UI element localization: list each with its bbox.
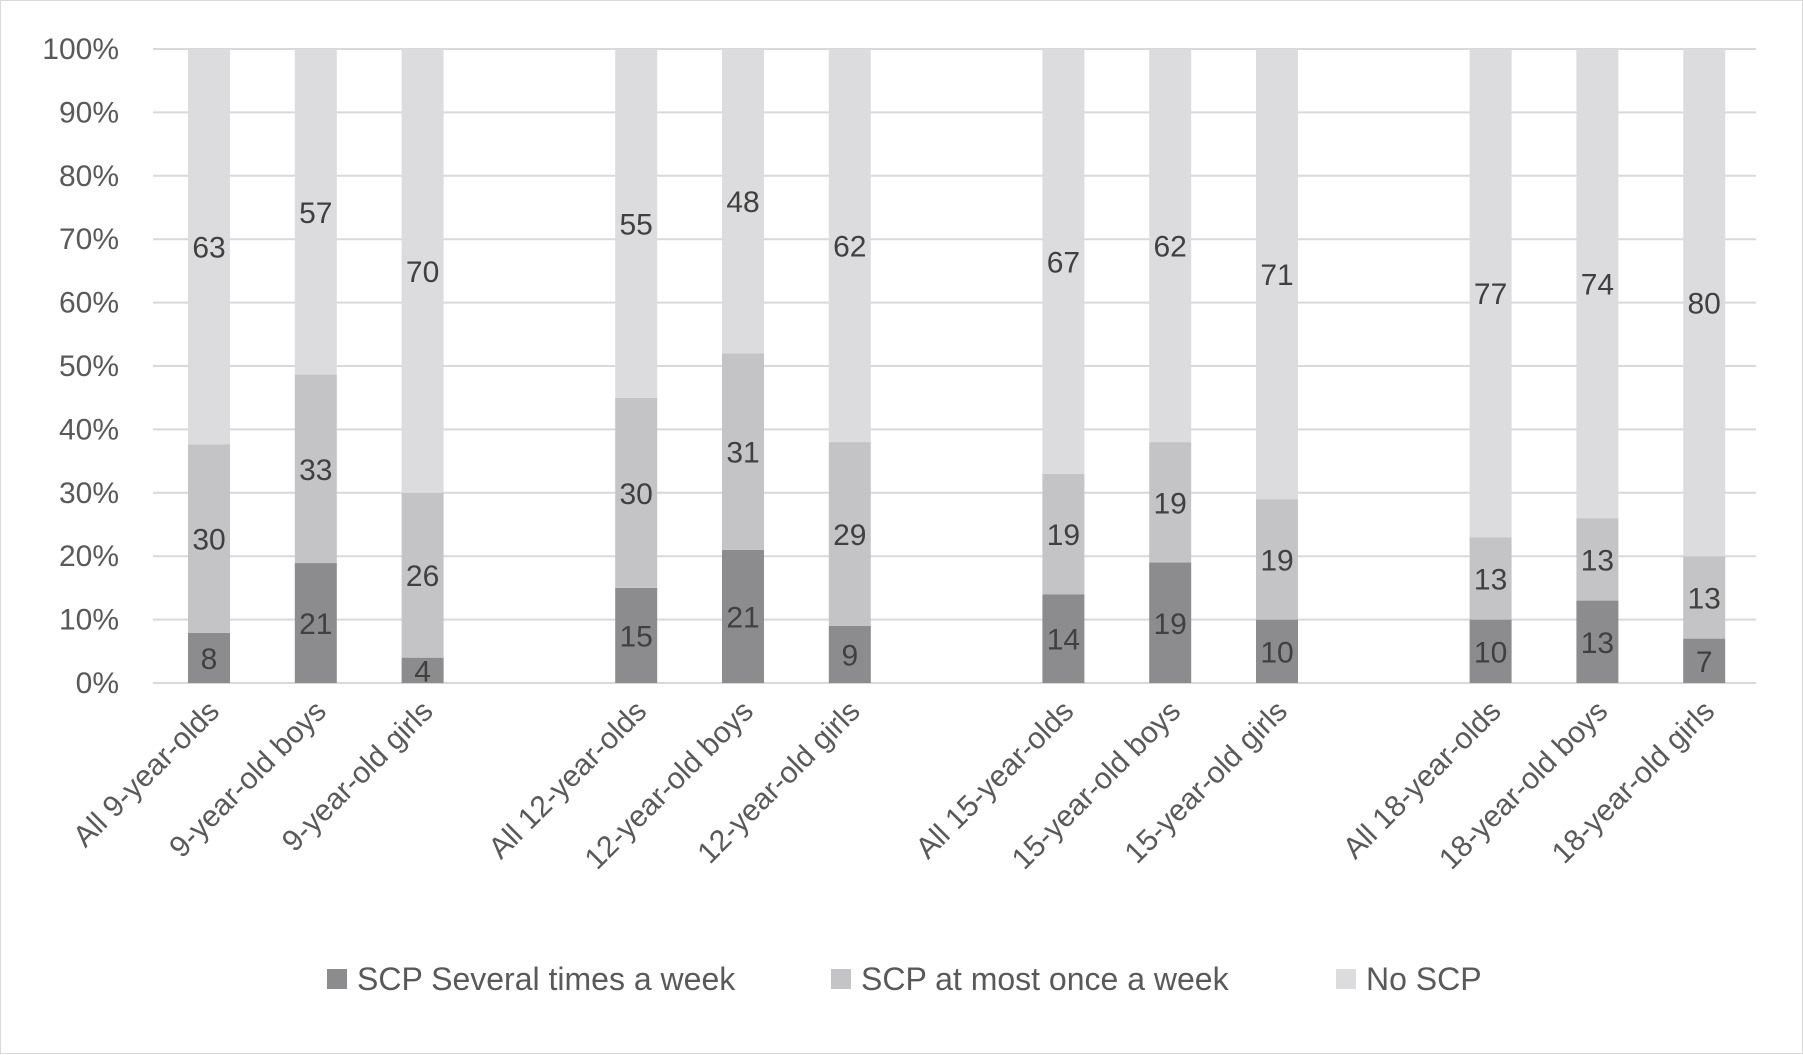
data-label: 13 <box>1581 544 1614 577</box>
bar-segment <box>615 397 658 588</box>
bar-segment <box>1256 49 1298 500</box>
bar-segment <box>188 49 230 445</box>
bar-segment <box>188 632 230 683</box>
legend-swatch <box>327 969 347 989</box>
bar-segment <box>722 49 764 354</box>
bar-segment <box>1256 499 1298 620</box>
bar-segment <box>401 492 444 658</box>
y-tick-label: 100% <box>42 33 119 66</box>
bar-segment <box>828 625 871 683</box>
data-label: 19 <box>1260 544 1293 577</box>
bar-segment <box>722 549 764 683</box>
data-label: 80 <box>1688 288 1721 321</box>
data-label: 19 <box>1154 608 1187 641</box>
data-label: 33 <box>299 454 332 487</box>
y-tick-label: 70% <box>59 223 119 256</box>
bar-segment <box>1683 638 1726 683</box>
y-tick-label: 60% <box>59 287 119 320</box>
bar-segment <box>1469 537 1512 620</box>
data-label: 77 <box>1474 278 1507 311</box>
data-label: 71 <box>1260 259 1293 292</box>
data-label: 9 <box>841 639 858 672</box>
y-tick-label: 30% <box>59 477 119 510</box>
bar-segment <box>1576 49 1619 519</box>
legend-label: SCP at most once a week <box>861 961 1230 997</box>
bar-segment <box>188 444 230 633</box>
bar-segment <box>828 49 871 443</box>
bar-segment <box>615 49 658 398</box>
bar-segment <box>1042 594 1085 683</box>
y-tick-label: 50% <box>59 350 119 383</box>
y-tick-label: 10% <box>59 604 119 637</box>
bar-segment <box>1149 49 1192 443</box>
data-label: 13 <box>1581 627 1614 660</box>
bar-segment <box>294 49 337 375</box>
data-label: 62 <box>1154 231 1187 264</box>
data-label: 30 <box>620 478 653 511</box>
data-label: 13 <box>1688 582 1721 615</box>
y-tick-label: 40% <box>59 413 119 446</box>
legend: SCP Several times a week SCP at most once… <box>327 961 1482 997</box>
data-label: 7 <box>1696 646 1713 679</box>
data-label: 19 <box>1047 519 1080 552</box>
bar-segment <box>1256 619 1298 683</box>
data-label: 10 <box>1474 636 1507 669</box>
y-axis-ticks: 0% 10% 20% 30% 40% 50% 60% 70% 80% 90% 100% <box>42 33 119 700</box>
bar-segment <box>1683 556 1726 639</box>
gridlines <box>153 48 1756 684</box>
data-label: 29 <box>833 519 866 552</box>
bar-segment <box>1042 49 1085 474</box>
bar-segment <box>615 587 658 683</box>
data-label: 4 <box>414 655 431 688</box>
bar-segment <box>1576 518 1619 601</box>
data-label: 63 <box>192 232 225 265</box>
data-labels: 8 30 63 21 33 57 4 26 70 15 30 55 21 31 48 9 29 62 14 19 67 1… <box>192 186 1721 688</box>
data-label: 55 <box>620 208 653 241</box>
data-label: 70 <box>406 256 439 289</box>
data-label: 14 <box>1047 624 1080 657</box>
legend-swatch <box>831 969 851 989</box>
bar-segment <box>1469 619 1512 683</box>
data-label: 48 <box>726 186 759 219</box>
bars <box>188 49 1726 683</box>
data-label: 31 <box>726 437 759 470</box>
y-tick-label: 0% <box>76 667 119 700</box>
bar-segment <box>294 374 337 564</box>
data-label: 13 <box>1474 563 1507 596</box>
bar-segment <box>1149 442 1192 563</box>
bar-segment <box>401 49 444 493</box>
data-label: 8 <box>201 643 218 676</box>
bar-segment <box>828 442 871 626</box>
legend-label: SCP Several times a week <box>357 961 736 997</box>
y-tick-label: 90% <box>59 96 119 129</box>
data-label: 21 <box>726 601 759 634</box>
y-tick-label: 80% <box>59 160 119 193</box>
bar-segment <box>294 563 337 683</box>
data-label: 10 <box>1260 636 1293 669</box>
legend-swatch <box>1336 969 1356 989</box>
bar-segment <box>1042 473 1085 595</box>
y-tick-label: 20% <box>59 540 119 573</box>
bar-segment <box>722 353 764 550</box>
data-label: 15 <box>620 620 653 653</box>
bar-segment <box>401 657 444 683</box>
bar-segment <box>1576 600 1619 683</box>
bar-segment <box>1149 562 1192 683</box>
data-label: 26 <box>406 560 439 593</box>
data-label: 67 <box>1047 246 1080 279</box>
bar-segment <box>1683 49 1726 557</box>
legend-label: No SCP <box>1366 961 1482 997</box>
bar-segment <box>1469 49 1512 538</box>
data-label: 74 <box>1581 269 1614 302</box>
data-label: 30 <box>192 524 225 557</box>
data-label: 62 <box>833 231 866 264</box>
data-label: 19 <box>1154 487 1187 520</box>
data-label: 21 <box>299 608 332 641</box>
data-label: 57 <box>299 197 332 230</box>
